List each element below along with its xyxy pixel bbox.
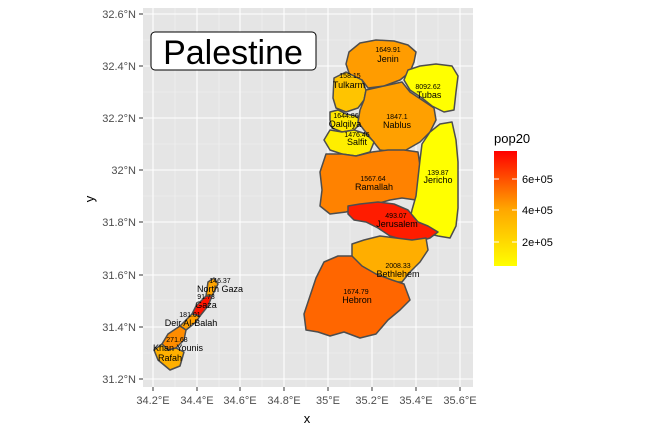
y-tick-label: 31.2°N [102,374,136,386]
y-tick-label: 31.8°N [102,217,136,229]
map-title-text: Palestine [163,34,303,72]
region-nablus[interactable] [357,81,437,153]
y-tick-label: 32.6°N [102,9,136,21]
region-value-nablus: 1847.1 [386,114,408,121]
region-value-gaza: 91.73 [197,294,215,301]
x-tick-label: 34.2°E [136,395,169,407]
legend-tick-label: 4e+05 [522,205,553,217]
region-name-khan-younis: Khan Younis [153,343,204,353]
region-rafah[interactable] [153,343,185,371]
region-name-tulkarm: Tulkarm [333,80,365,90]
region-value-tubas: 8092.62 [415,84,440,91]
region-name-jenin: Jenin [377,54,399,64]
region-value-ramallah: 1567.64 [360,176,385,183]
y-axis-title: y [82,195,97,202]
region-north-gaza[interactable] [205,277,219,297]
x-axis-title: x [304,411,311,426]
region-name-qalqilya: Qalqilya [329,119,362,129]
region-value-jenin: 1649.91 [375,47,400,54]
region-value-jerusalem: 493.07 [385,213,407,220]
region-value-qalqilya: 1644.86 [333,113,358,120]
region-jerusalem[interactable] [347,201,439,243]
region-tubas[interactable] [403,63,459,113]
region-value-salfit: 1476.46 [344,132,369,139]
legend-title: pop20 [494,131,530,146]
region-value-bethlehem: 2008.33 [385,263,410,270]
legend-tick-label: 2e+05 [522,237,553,249]
y-tick-label: 32.4°N [102,61,136,73]
x-tick-label: 34.8°E [267,395,300,407]
region-value-khan-younis: 271.68 [166,337,188,344]
region-value-deir-al-balah: 181.01 [179,312,201,319]
legend-tick-label: 6e+05 [522,174,553,186]
region-name-deir-al-balah: Deir Al-Balah [165,318,218,328]
region-name-jericho: Jericho [423,175,452,185]
region-name-nablus: Nablus [383,120,412,130]
x-tick-label: 35.6°E [443,395,476,407]
y-axis: 32.6°N 32.4°N 32.2°N 32°N 31.8°N 31.6°N … [102,9,143,386]
region-jericho[interactable] [407,121,459,239]
region-name-gaza: Gaza [195,300,217,310]
region-value-north-gaza: 146.37 [209,278,231,285]
y-tick-label: 32°N [111,165,136,177]
region-name-ramallah: Ramallah [355,182,393,192]
region-name-hebron: Hebron [342,295,372,305]
region-name-rafah: Rafah [158,353,182,363]
y-tick-label: 32.2°N [102,113,136,125]
map-title: Palestine [150,31,317,72]
x-tick-label: 34.4°E [180,395,213,407]
region-qalqilya[interactable] [329,109,363,133]
region-value-hebron: 1674.79 [343,289,368,296]
region-deir-al-balah[interactable] [179,313,201,331]
y-tick-label: 31.6°N [102,270,136,282]
x-tick-label: 34.6°E [223,395,256,407]
region-name-salfit: Salfit [347,137,368,147]
region-name-bethlehem: Bethlehem [376,269,419,279]
y-tick-label: 31.4°N [102,322,136,334]
region-name-north-gaza: North Gaza [197,284,243,294]
x-tick-label: 35.4°E [399,395,432,407]
legend-colorbar [494,151,517,266]
region-value-jericho: 139.87 [427,170,449,177]
legend: pop20 6e+05 4e+05 2e+05 [494,131,553,266]
region-labels: 1649.91 Jenin 158.15 Tulkarm 8092.62 Tub… [153,47,453,363]
x-tick-label: 35.2°E [355,395,388,407]
region-hebron[interactable] [303,255,411,339]
region-name-jerusalem: Jerusalem [376,219,418,229]
x-axis: 34.2°E 34.4°E 34.6°E 34.8°E 35°E 35.2°E … [136,387,477,407]
region-ramallah[interactable] [319,149,421,215]
x-tick-label: 35°E [316,395,340,407]
region-name-tubas: Tubas [417,90,442,100]
region-value-tulkarm: 158.15 [339,73,361,80]
